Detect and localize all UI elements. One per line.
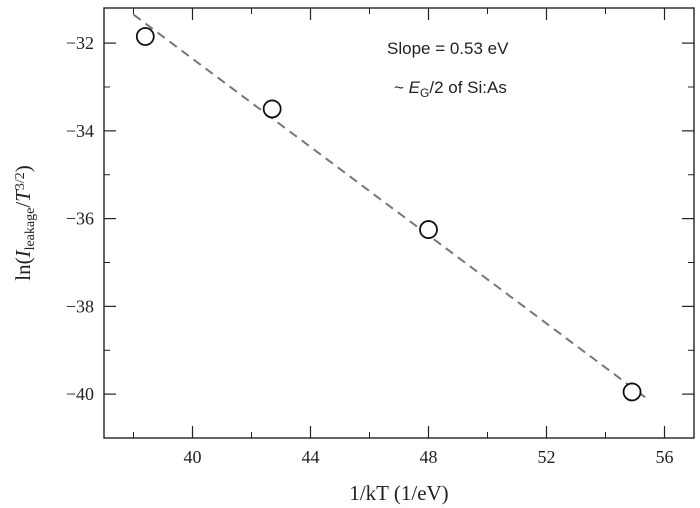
x-tick-label: 52 xyxy=(538,447,556,467)
data-point xyxy=(262,99,282,119)
x-tick-label: 48 xyxy=(420,447,438,467)
data-point xyxy=(419,220,438,239)
data-point xyxy=(622,382,642,402)
x-axis-label: 1/kT (1/eV) xyxy=(349,481,448,505)
y-tick-label: −36 xyxy=(66,209,94,229)
slope-annotation: Slope = 0.53 eV xyxy=(387,39,509,58)
y-tick-label: −38 xyxy=(66,296,94,316)
fit-line-group xyxy=(132,13,648,400)
data-point xyxy=(135,27,155,46)
eg-annotation: ~ EG/2 of Si:As xyxy=(394,78,507,100)
y-axis-label-text: ln(Ileakage/T3/2) xyxy=(11,165,38,281)
y-axis-ticks: −32 −34 −36 −38 −40 xyxy=(66,33,694,439)
y-tick-label: −32 xyxy=(66,33,94,53)
plot-frame xyxy=(103,7,695,439)
y-axis-label: ln(Ileakage/T3/2) xyxy=(11,165,38,281)
x-tick-label: 56 xyxy=(656,447,674,467)
x-tick-label: 44 xyxy=(302,447,320,467)
fit-line xyxy=(132,13,648,400)
y-tick-label: −40 xyxy=(66,384,94,404)
x-tick-label: 40 xyxy=(184,447,202,467)
x-axis-ticks: 40 44 48 52 56 xyxy=(133,8,674,467)
data-points xyxy=(135,27,642,402)
y-tick-label: −34 xyxy=(66,121,94,141)
